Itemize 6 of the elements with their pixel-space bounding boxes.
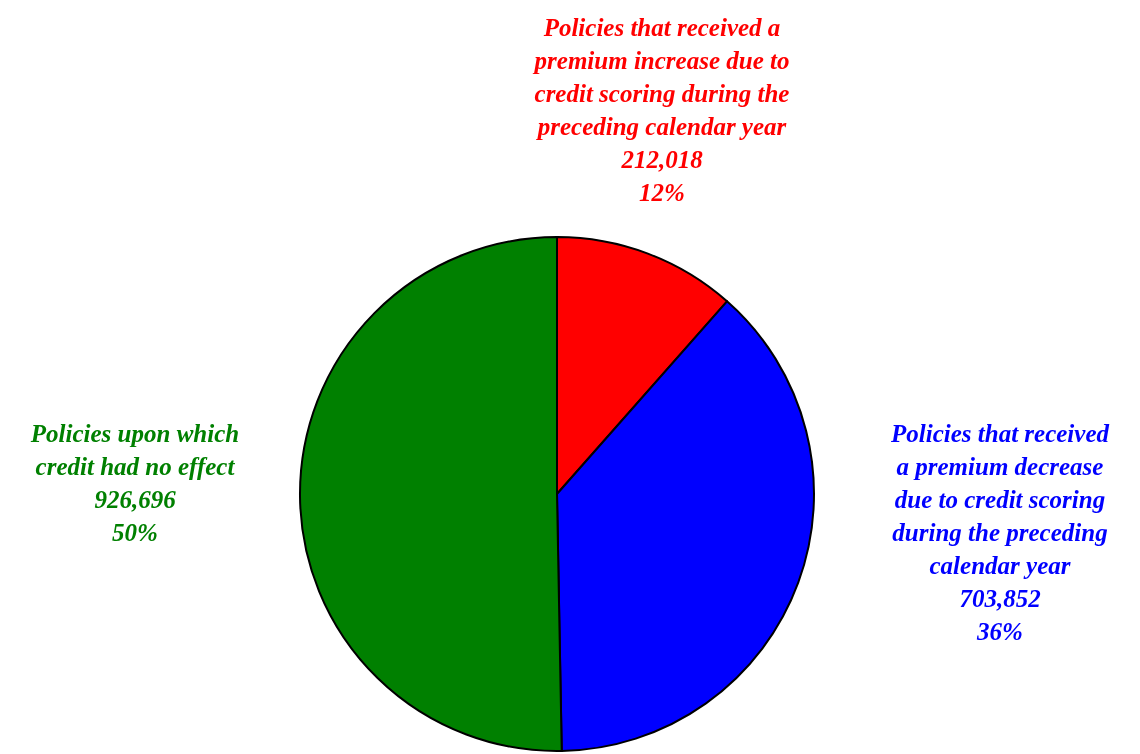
data-label: 212,018 12% — [620, 145, 704, 206]
slice-label: Policies that received a premium increase due to credit scoring during the preceding calendar year — [532, 13, 790, 140]
slice-label: Policies upon which credit had no effect — [29, 419, 240, 480]
slice-label: Policies that received a premium decrease due to credit scoring during the preceding calendar year — [890, 419, 1110, 579]
data-label: 926,696 50% — [94, 485, 177, 546]
data-label: 703,852 36% — [959, 584, 1041, 645]
